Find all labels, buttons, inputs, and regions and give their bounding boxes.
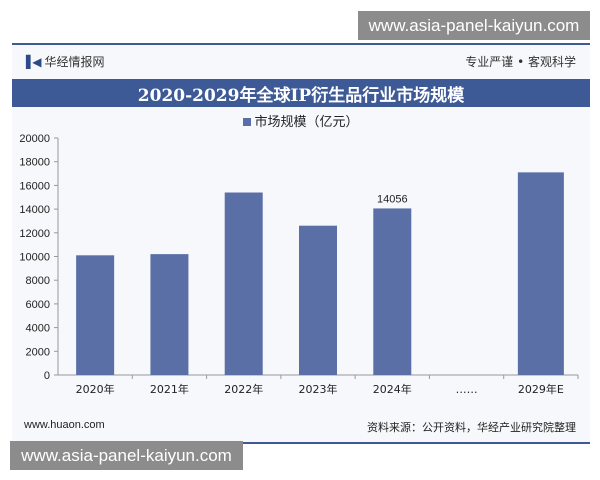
bar-2022年 [224,192,263,375]
bar-2023年 [299,225,337,375]
y-tick-label: 16000 [19,180,50,192]
y-tick-label: 6000 [26,299,50,311]
x-tick-label: 2023年 [299,382,338,396]
y-tick-label: 18000 [19,157,50,169]
y-tick-label: 10000 [19,252,50,264]
data-label: 14056 [377,193,408,205]
legend-swatch [243,118,252,126]
bar-2021年 [150,254,189,375]
bar-2024年 [373,208,412,375]
x-tick-label: …… [456,383,478,396]
watermark-bottom: www.asia-panel-kaiyun.com [10,441,243,470]
bar-2020年 [76,255,115,375]
watermark-top: www.asia-panel-kaiyun.com [358,11,590,40]
footer-source: 资料来源：公开资料，华经产业研究院整理 [367,421,576,434]
slogan: 专业严谨 • 客观科学 [465,55,576,69]
x-tick-label: 2029年E [518,382,564,396]
brand-name: 华经情报网 [44,55,105,69]
legend: 市场规模（亿元） [12,111,590,130]
bar-2029年E [517,172,564,375]
x-tick-label: 2024年 [373,382,412,396]
chart-title: 2020-2029年全球IP衍生品行业市场规模 [12,79,590,107]
y-tick-label: 2000 [26,346,50,358]
footer-site: www.huaon.com [24,419,105,431]
y-tick-label: 0 [44,370,50,382]
y-tick-label: 12000 [19,228,50,240]
y-tick-label: 14000 [19,204,50,216]
brand-logo-icon: ▌◀ [26,54,42,69]
x-tick-label: 2020年 [76,382,115,396]
brand: ▌◀ 华经情报网 [26,53,104,70]
y-tick-label: 8000 [26,275,50,287]
legend-label: 市场规模（亿元） [254,115,359,130]
x-tick-label: 2021年 [150,382,189,396]
y-tick-label: 4000 [26,323,50,335]
y-tick-label: 20000 [19,133,50,145]
x-tick-label: 2022年 [224,382,263,396]
